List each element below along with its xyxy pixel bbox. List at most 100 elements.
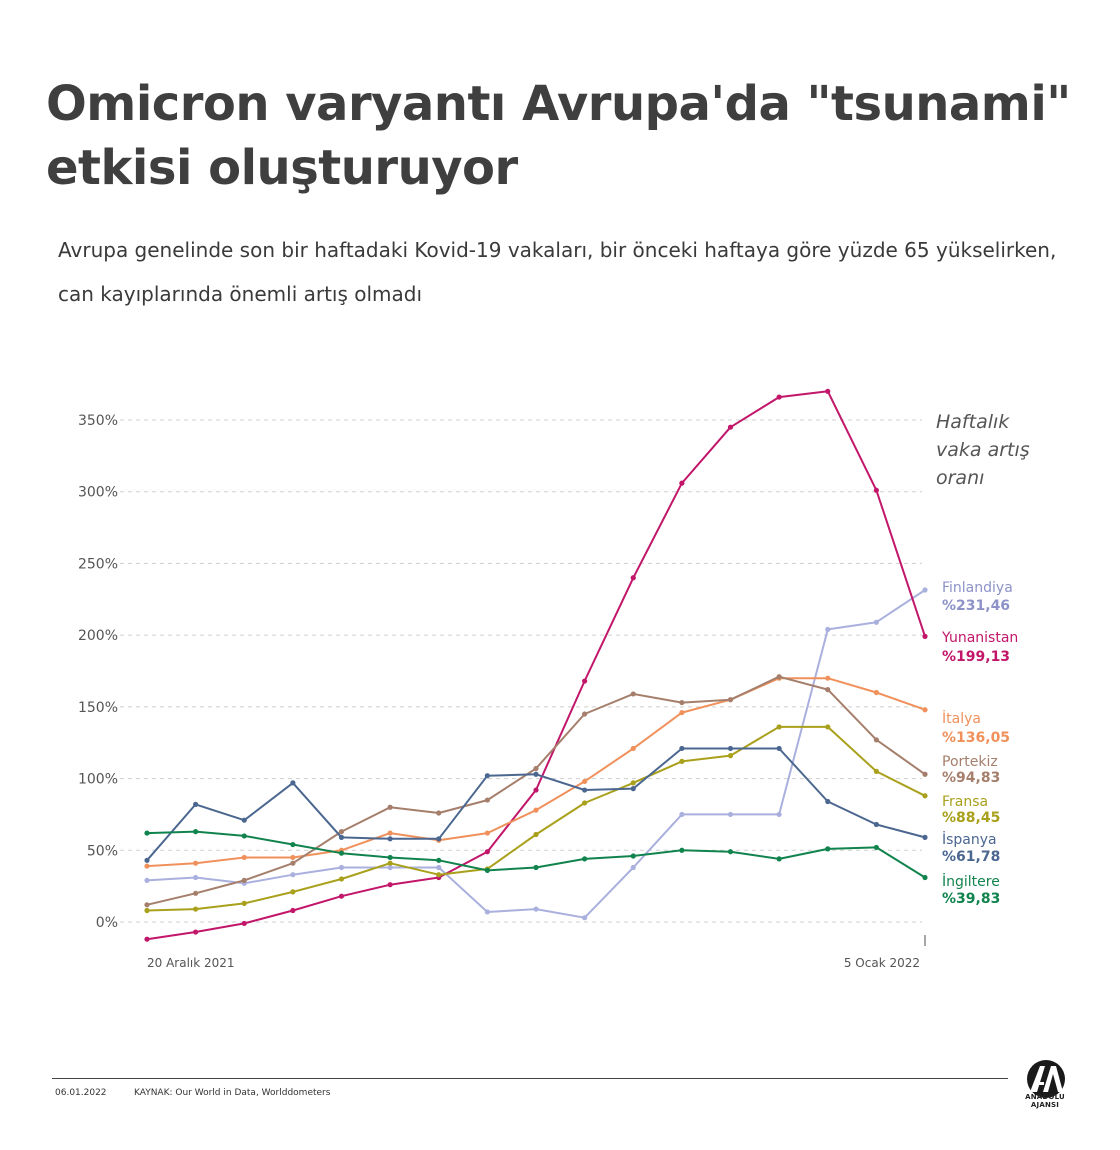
- data-point-ingiltere: [241, 833, 247, 839]
- series-name-label: Fransa: [942, 794, 988, 810]
- data-point-portekiz: [338, 829, 345, 835]
- data-point-ispanya: [776, 745, 782, 752]
- y-tick-label: 200%: [78, 628, 118, 644]
- data-point-italya: [144, 863, 150, 869]
- series-line-ispanya: [146, 747, 926, 861]
- data-point-finlandiya: [290, 872, 296, 878]
- series-value-label: %61,78: [942, 849, 1000, 865]
- line-chart: 350% 300% 250% 200% 150% 100% 50% 0% 20 Aralık 2…: [78, 388, 1030, 970]
- data-point-fransa: [873, 768, 879, 774]
- data-point-ingiltere: [533, 864, 539, 871]
- data-point-finlandiya: [144, 877, 150, 884]
- data-point-ingiltere: [144, 830, 150, 836]
- data-point-italya: [387, 830, 393, 836]
- data-point-ingiltere: [727, 849, 734, 855]
- data-point-italya: [630, 745, 636, 752]
- data-point-ingiltere: [630, 853, 636, 859]
- data-point-ingiltere: [679, 847, 685, 853]
- data-point-yunanistan: [776, 394, 782, 400]
- data-point-portekiz: [533, 765, 539, 772]
- data-point-ispanya: [193, 801, 199, 807]
- data-point-ingiltere: [193, 829, 199, 835]
- series-value-label: %94,83: [942, 770, 1000, 786]
- data-point-portekiz: [630, 691, 636, 697]
- data-point-ingiltere: [776, 856, 782, 862]
- data-point-finlandiya: [922, 587, 928, 593]
- data-point-yunanistan: [679, 480, 685, 486]
- data-point-ispanya: [582, 787, 588, 793]
- data-point-fransa: [387, 860, 393, 866]
- footer-divider: [52, 1078, 1008, 1079]
- data-point-portekiz: [241, 877, 247, 884]
- series-value-label: %39,83: [942, 891, 1000, 907]
- data-point-fransa: [338, 876, 345, 882]
- data-point-fransa: [922, 793, 928, 799]
- data-point-yunanistan: [825, 388, 831, 394]
- data-point-ispanya: [436, 836, 442, 842]
- data-point-finlandiya: [679, 811, 685, 818]
- data-point-yunanistan: [582, 678, 588, 684]
- data-point-ispanya: [630, 786, 636, 792]
- data-point-ispanya: [873, 821, 879, 828]
- data-point-yunanistan: [193, 929, 199, 935]
- data-point-yunanistan: [630, 575, 636, 581]
- data-point-italya: [825, 675, 831, 681]
- data-point-italya: [193, 860, 199, 866]
- data-point-yunanistan: [241, 920, 247, 927]
- data-point-ingiltere: [825, 846, 831, 852]
- data-point-ispanya: [825, 798, 831, 805]
- data-point-portekiz: [679, 699, 685, 706]
- data-point-finlandiya: [533, 906, 539, 912]
- data-point-italya: [290, 854, 296, 861]
- data-point-ispanya: [338, 834, 345, 840]
- data-point-ispanya: [484, 773, 490, 779]
- data-point-fransa: [776, 724, 782, 730]
- data-point-ispanya: [533, 771, 539, 777]
- x-label-start: 20 Aralık 2021: [147, 956, 235, 970]
- x-label-end: 5 Ocak 2022: [844, 956, 920, 970]
- series-value-label: %231,46: [942, 598, 1010, 614]
- data-point-ispanya: [144, 857, 150, 863]
- y-tick-label: 350%: [78, 413, 118, 429]
- series-line-ingiltere: [146, 830, 926, 879]
- data-point-portekiz: [776, 674, 782, 680]
- footer-source: KAYNAK: Our World in Data, Worlddometers: [134, 1088, 331, 1098]
- data-point-ispanya: [922, 834, 928, 840]
- data-point-italya: [241, 854, 247, 861]
- data-point-fransa: [533, 831, 539, 838]
- page-title: Omicron varyantı Avrupa'da "tsunami" etk…: [46, 76, 1071, 196]
- data-point-finlandiya: [727, 811, 734, 818]
- data-point-ingiltere: [290, 841, 296, 848]
- series-name-label: İspanya: [942, 830, 997, 848]
- series-name-label: İngiltere: [942, 872, 1000, 890]
- data-point-ingiltere: [436, 857, 442, 863]
- series-name-label: Finlandiya: [942, 580, 1013, 596]
- data-point-fransa: [679, 758, 685, 764]
- data-point-yunanistan: [727, 424, 734, 430]
- data-point-italya: [922, 707, 928, 713]
- chart-annotation: Haftalık: [936, 411, 1010, 433]
- data-point-portekiz: [727, 697, 734, 703]
- data-point-fransa: [241, 900, 247, 906]
- data-point-fransa: [290, 889, 296, 895]
- logo-text: ANADOLU AJANSI: [1025, 1093, 1065, 1109]
- y-tick-label: 100%: [78, 772, 118, 788]
- series-name-label: Portekiz: [942, 754, 998, 770]
- data-point-yunanistan: [144, 936, 150, 942]
- data-point-ispanya: [679, 745, 685, 752]
- anadolu-logo-icon: [1027, 1060, 1065, 1098]
- data-point-yunanistan: [484, 849, 490, 855]
- data-point-yunanistan: [533, 787, 539, 793]
- data-point-ingiltere: [387, 854, 393, 861]
- data-point-portekiz: [873, 737, 879, 743]
- data-point-italya: [873, 689, 879, 696]
- data-point-finlandiya: [193, 874, 199, 881]
- series-name-label: Yunanistan: [941, 630, 1018, 646]
- data-point-portekiz: [290, 860, 296, 866]
- data-point-fransa: [193, 906, 199, 912]
- data-point-portekiz: [484, 797, 490, 803]
- y-tick-label: 150%: [78, 700, 118, 716]
- data-point-finlandiya: [338, 864, 345, 871]
- data-point-portekiz: [387, 804, 393, 810]
- data-point-yunanistan: [922, 633, 928, 639]
